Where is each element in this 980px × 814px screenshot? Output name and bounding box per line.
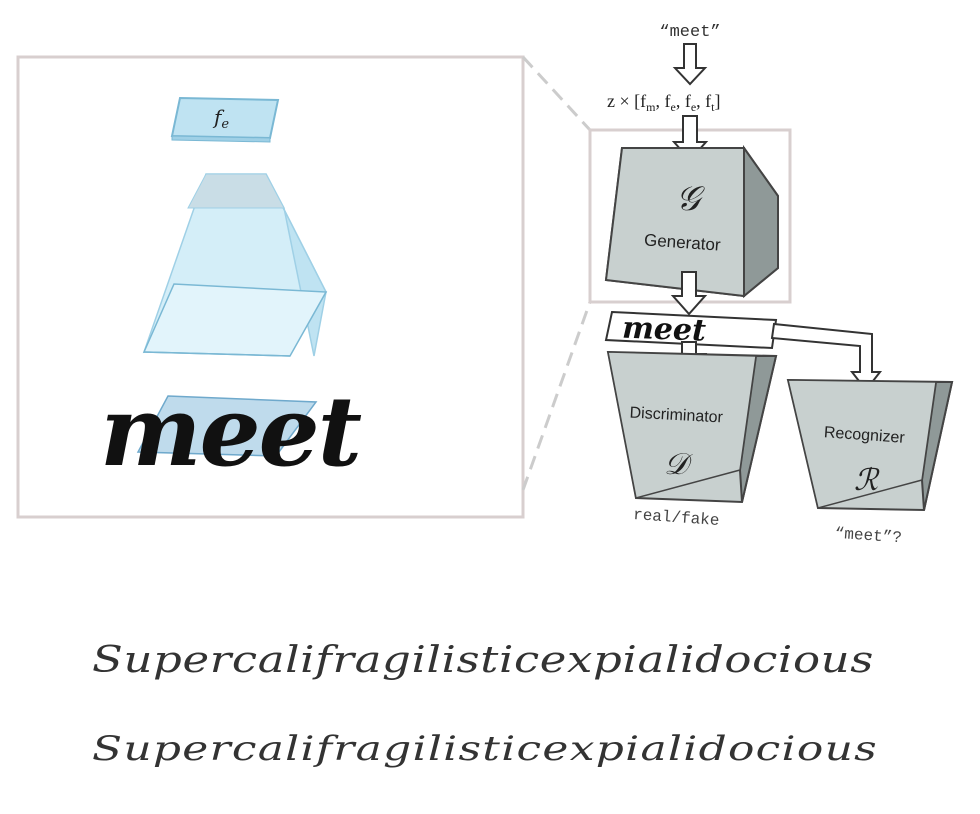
generator-block — [604, 144, 779, 299]
zoom-panel: fe meet — [16, 55, 592, 519]
recognizer-label: Recognizer — [823, 424, 906, 447]
discriminator-output: real/fake — [633, 506, 720, 530]
generator-symbol: 𝒢 — [676, 181, 705, 218]
input-word: “meet” — [659, 23, 720, 42]
zoom-connector-bottom — [521, 301, 592, 491]
handwriting-sample-2: Supercalifragilisticexpialidocious — [92, 729, 878, 769]
recognizer-block — [786, 378, 954, 512]
discriminator-block — [606, 350, 778, 504]
token-tile — [170, 96, 280, 143]
input-arrow — [672, 43, 708, 86]
discriminator-label: Discriminator — [629, 405, 724, 427]
recognizer-output: “meet”? — [834, 525, 902, 548]
handwriting-sample-1: Supercalifragilisticexpialidocious — [92, 640, 874, 681]
recognizer-symbol: ℛ — [854, 464, 880, 497]
generator-frustum-3d — [142, 173, 328, 357]
pipeline: “meet” z × [fm, fe, fe, ft] 𝒢 Generator … — [588, 23, 954, 548]
feature-patch — [136, 395, 318, 457]
input-code: z × [fm, fe, fe, ft] — [607, 91, 720, 114]
zoom-connector-top — [521, 55, 592, 132]
zoom-handwriting-meet: meet — [100, 375, 362, 488]
generator-output-arrow — [670, 271, 708, 316]
generated-image-strip — [604, 310, 778, 350]
